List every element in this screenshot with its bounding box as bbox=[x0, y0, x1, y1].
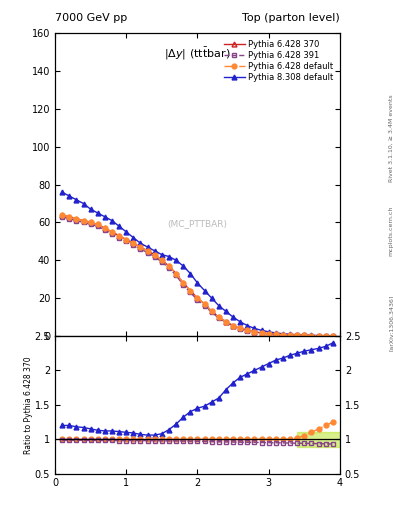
Text: $|\Delta y|$ (tt$\bar{\rm{t}}$bar): $|\Delta y|$ (tt$\bar{\rm{t}}$bar) bbox=[164, 46, 231, 61]
Text: Rivet 3.1.10, ≥ 3.4M events: Rivet 3.1.10, ≥ 3.4M events bbox=[389, 94, 393, 182]
Text: [arXiv:1306.3436]: [arXiv:1306.3436] bbox=[389, 294, 393, 351]
Y-axis label: Ratio to Pythia 6.428 370: Ratio to Pythia 6.428 370 bbox=[24, 356, 33, 454]
Text: (MC_PTTBAR): (MC_PTTBAR) bbox=[167, 220, 228, 228]
Text: Top (parton level): Top (parton level) bbox=[242, 13, 340, 23]
Text: 7000 GeV pp: 7000 GeV pp bbox=[55, 13, 127, 23]
Legend: Pythia 6.428 370, Pythia 6.428 391, Pythia 6.428 default, Pythia 8.308 default: Pythia 6.428 370, Pythia 6.428 391, Pyth… bbox=[221, 37, 336, 84]
Text: mcplots.cern.ch: mcplots.cern.ch bbox=[389, 205, 393, 255]
